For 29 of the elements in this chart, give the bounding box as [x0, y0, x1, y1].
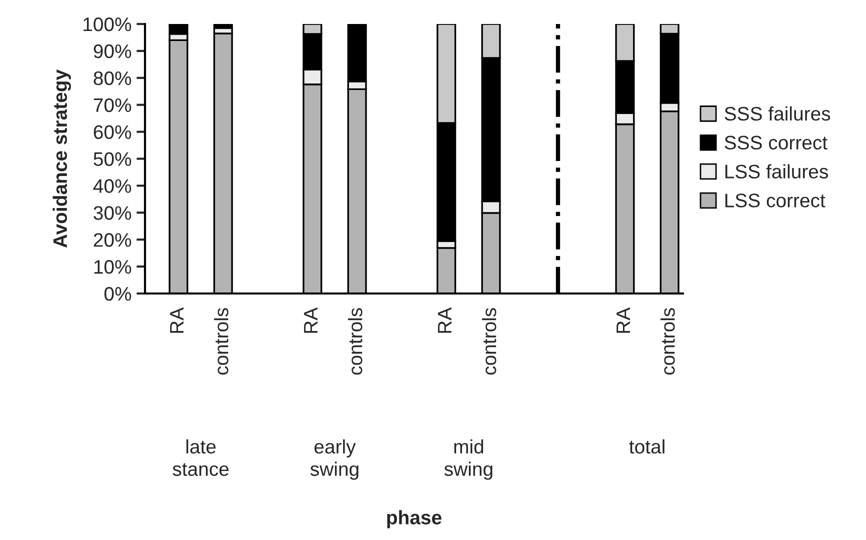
text: late stance	[172, 439, 229, 476]
x-tick-label: controls	[482, 308, 496, 375]
y-tick-label: 50%	[94, 152, 132, 166]
legend-label: LSS failures	[725, 164, 828, 178]
text: mid swing	[444, 439, 492, 480]
x-tick-label: controls	[214, 308, 228, 375]
text: total	[629, 439, 664, 454]
x-tick-label: controls	[660, 308, 675, 375]
y-tick-label: 20%	[94, 233, 132, 247]
legend-label: LSS correct	[725, 194, 826, 208]
y-tick-label: 70%	[94, 98, 132, 112]
y-tick-label: 60%	[94, 125, 132, 140]
y-tick-label: 0%	[104, 286, 132, 301]
x-tick-label: RA	[616, 307, 630, 333]
text: phase	[387, 510, 442, 528]
x-tick-label: RA	[170, 307, 184, 333]
legend-label: SSS failures	[724, 106, 830, 121]
x-tick-label: RA	[304, 307, 318, 333]
x-tick-label: controls	[348, 308, 362, 375]
y-tick-label: 30%	[94, 206, 132, 220]
legend-label: SSS correct	[724, 136, 828, 150]
y-tick-label: 80%	[94, 71, 132, 86]
y-tick-label: 100%	[84, 17, 132, 32]
x-tick-label: RA	[438, 307, 452, 333]
y-tick-label: 90%	[94, 44, 132, 58]
text: early swing	[310, 439, 358, 480]
y-tick-label: 10%	[94, 260, 132, 274]
y-axis-title: Avoidance strategy	[52, 70, 71, 248]
y-tick-label: 40%	[93, 179, 132, 193]
